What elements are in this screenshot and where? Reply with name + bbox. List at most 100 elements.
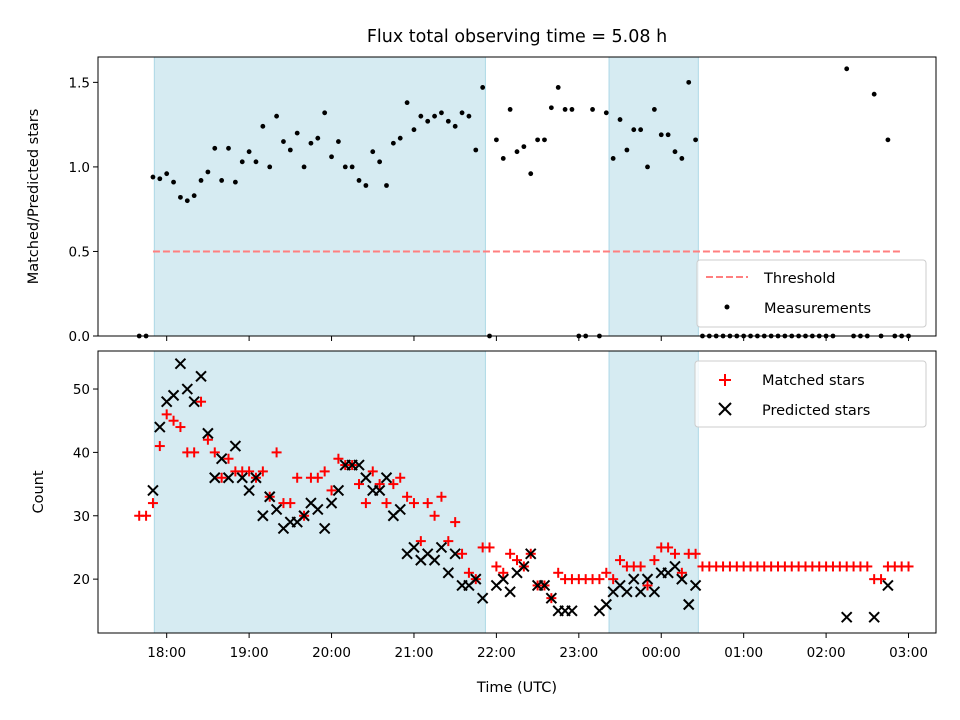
x-tick-label: 00:00 (642, 645, 681, 661)
data-point (264, 491, 276, 503)
data-point (360, 472, 372, 484)
data-point (624, 147, 630, 153)
data-point (658, 132, 664, 138)
data-point (380, 472, 393, 484)
data-point (202, 434, 213, 445)
data-point (569, 107, 575, 112)
data-point (498, 567, 509, 578)
data-point (154, 421, 166, 433)
data-point (150, 174, 156, 180)
data-point (189, 447, 200, 458)
data-point (308, 140, 314, 146)
x-tick-label: 23:00 (559, 645, 598, 661)
data-point (168, 415, 179, 426)
data-point (555, 85, 561, 90)
data-point (408, 498, 419, 509)
data-point (466, 113, 472, 119)
data-point (693, 137, 698, 143)
bottom-x-tick: 21:00 (395, 633, 433, 661)
data-point (645, 164, 650, 170)
x-tick-label: 02:00 (807, 645, 846, 661)
data-point (493, 137, 499, 143)
data-point (388, 479, 399, 490)
bottom-y-tick-label: 50 (73, 382, 90, 398)
data-point (844, 66, 850, 72)
data-point (312, 503, 324, 516)
data-point (342, 164, 348, 170)
bottom-plot-frame (97, 350, 937, 634)
data-point (603, 110, 609, 116)
data-point (411, 127, 417, 133)
data-point (525, 548, 537, 560)
data-point (436, 491, 447, 502)
data-point (665, 132, 671, 138)
data-point (689, 579, 702, 592)
data-point (216, 472, 227, 483)
x-tick-label: 20:00 (312, 645, 351, 661)
data-point (370, 149, 376, 155)
data-point (322, 110, 328, 116)
data-point (356, 178, 362, 183)
data-point (535, 137, 541, 143)
data-point (418, 113, 424, 119)
data-point (198, 178, 204, 183)
data-point (885, 137, 891, 143)
data-point (212, 145, 218, 151)
bottom-y-tick: 30 (73, 509, 98, 525)
data-point (672, 149, 678, 155)
data-point (174, 357, 187, 370)
data-point (232, 179, 238, 185)
x-axis-label: Time (UTC) (476, 680, 557, 696)
data-point (222, 472, 235, 484)
top-observing-window-2 (608, 56, 699, 337)
data-point (202, 427, 214, 440)
data-point (676, 573, 688, 585)
data-point (903, 561, 914, 572)
data-point (651, 107, 657, 112)
data-point (215, 453, 228, 465)
top-y-tick-label: 0.0 (69, 329, 90, 345)
data-point (669, 560, 681, 573)
data-point (518, 560, 530, 573)
data-point (450, 517, 461, 528)
x-tick-label: 22:00 (477, 645, 516, 661)
bottom-observing-window-1 (153, 350, 486, 634)
bottom-y-tick: 40 (73, 445, 98, 461)
data-point (209, 472, 221, 484)
data-point (470, 573, 482, 585)
bottom-legend-box (694, 360, 927, 428)
data-point (500, 156, 506, 161)
data-point (381, 498, 392, 509)
data-point (491, 561, 502, 572)
data-point (868, 611, 880, 623)
data-point (610, 156, 616, 161)
data-point (505, 548, 516, 559)
data-point (267, 164, 273, 170)
data-point (363, 183, 369, 188)
data-point (617, 117, 623, 122)
data-point (301, 164, 307, 170)
data-point (690, 548, 701, 559)
measurements-legend-swatch (724, 304, 730, 310)
data-point (271, 447, 282, 458)
data-point (862, 561, 873, 572)
data-point (542, 137, 547, 143)
data-point (270, 503, 283, 516)
data-point (298, 510, 310, 522)
bottom-x-tick: 19:00 (230, 633, 269, 661)
data-point (154, 441, 165, 452)
legend-label-measurements: Measurements (764, 301, 871, 317)
data-point (257, 466, 268, 477)
data-point (223, 453, 234, 464)
data-point (429, 510, 440, 521)
data-point (504, 586, 516, 598)
bottom-x-tick: 22:00 (477, 633, 516, 661)
data-point (397, 135, 403, 141)
data-point (274, 113, 279, 119)
data-point (312, 472, 323, 483)
bottom-x-tick: 20:00 (312, 633, 351, 661)
data-point (590, 107, 595, 112)
data-point (239, 159, 245, 165)
bottom-x-tick: 23:00 (559, 633, 598, 661)
data-point (243, 484, 255, 497)
